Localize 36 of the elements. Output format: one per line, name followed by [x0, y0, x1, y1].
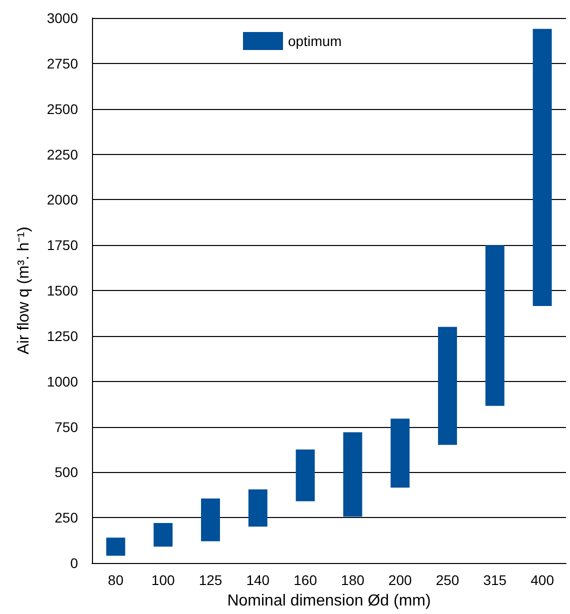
- y-tick-label: 500: [54, 464, 78, 480]
- bar: [154, 523, 173, 547]
- bar: [485, 245, 504, 406]
- y-tick-label: 2000: [46, 192, 78, 208]
- x-tick-label: 125: [198, 572, 222, 588]
- x-tick-label: 160: [294, 572, 318, 588]
- y-tick-label: 1250: [46, 328, 78, 344]
- y-tick-label: 0: [70, 555, 78, 571]
- y-tick-label: 1000: [46, 373, 78, 390]
- x-axis-title: Nominal dimension Ød (mm): [227, 592, 431, 610]
- bar: [390, 418, 410, 488]
- x-tick-label: 250: [436, 572, 460, 588]
- legend-label: optimum: [288, 33, 342, 49]
- bar: [201, 498, 220, 542]
- y-tick-label: 2500: [46, 100, 78, 117]
- x-tick-label: 200: [388, 572, 412, 588]
- x-tick-label: 100: [151, 572, 175, 588]
- bar: [296, 449, 315, 502]
- y-tick-label: 1750: [46, 237, 78, 254]
- x-tick-label: 140: [246, 572, 270, 588]
- y-tick-label: 250: [54, 510, 78, 526]
- y-tick-label: 2250: [46, 146, 78, 162]
- bar: [106, 538, 126, 556]
- bar: [343, 432, 362, 517]
- y-tick-label: 2750: [46, 55, 78, 72]
- y-tick-label: 1500: [46, 282, 78, 298]
- y-tick-label: 750: [54, 418, 78, 435]
- x-tick-label: 400: [530, 572, 554, 588]
- bar: [532, 28, 552, 306]
- y-axis-title: Air flow q (m³. h⁻¹): [16, 226, 32, 354]
- x-tick-label: 80: [108, 572, 124, 588]
- bar: [438, 326, 457, 445]
- bar: [248, 489, 268, 527]
- y-tick-label: 3000: [46, 10, 78, 26]
- x-tick-label: 180: [341, 572, 365, 588]
- x-tick-label: 315: [483, 572, 507, 588]
